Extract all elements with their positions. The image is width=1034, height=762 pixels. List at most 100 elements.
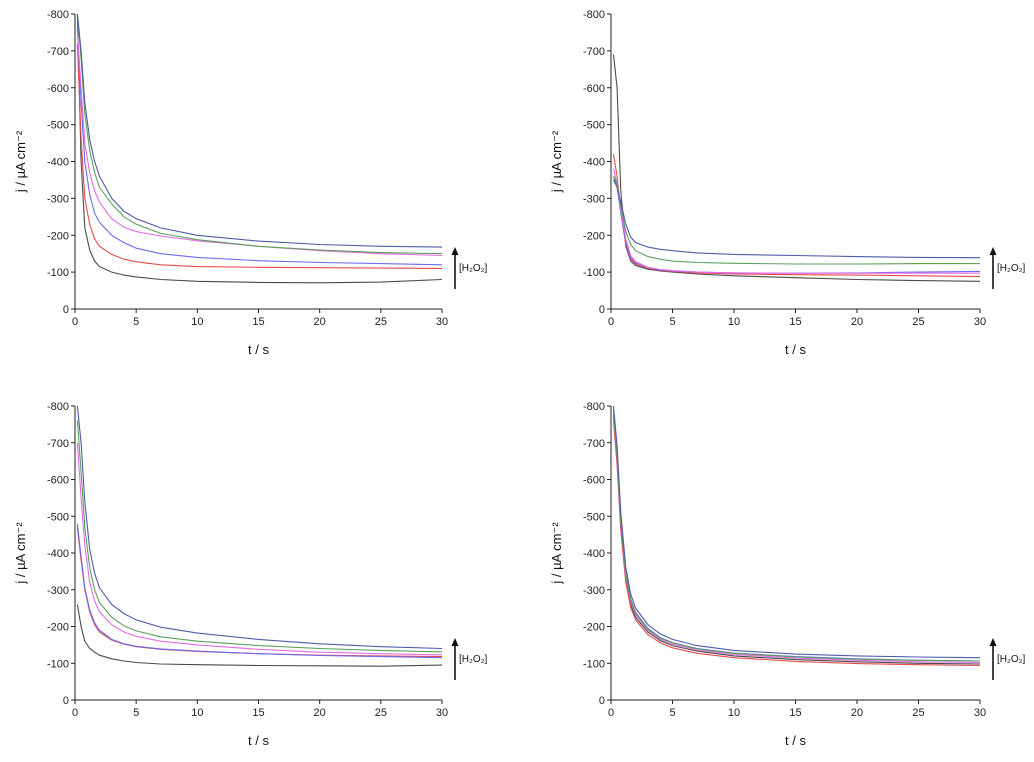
series-line-1 [76,604,443,667]
y-tick-label: -400 [583,548,605,560]
x-tick-label: 15 [252,316,264,328]
concentration-label: [H₂O₂] [459,263,488,274]
series-line-4 [76,442,443,656]
y-tick-label: 0 [63,695,69,707]
series-line-6 [613,179,981,259]
series-line-6 [76,405,443,650]
y-tick-label: -800 [47,401,69,413]
y-tick-label: -200 [583,622,605,634]
series-line-3 [612,409,981,662]
x-tick-label: 30 [974,316,986,328]
y-axis-title: j / µA cm⁻² [13,130,28,193]
y-tick-label: -600 [583,83,605,95]
x-tick-label: 0 [608,707,614,719]
x-tick-label: 10 [728,707,740,719]
chart-panel-bottom-right: 0 5 10 15 20 25 30 0 -100 -200 -300 -400 -500 -600 -70… [549,401,1026,748]
x-tick-label: 10 [191,707,203,719]
y-tick-label: -500 [47,120,69,132]
series-line-3 [76,523,443,659]
y-tick-label: -800 [47,9,69,21]
x-tick-label: 15 [252,707,264,719]
series-line-5 [76,13,443,255]
x-tick-label: 30 [974,707,986,719]
y-tick-label: 0 [599,695,605,707]
x-tick-label: 20 [851,707,863,719]
y-tick-label: -600 [583,475,605,487]
x-axis-title: t / s [248,342,269,357]
x-tick-label: 10 [728,316,740,328]
y-tick-label: -600 [47,83,69,95]
y-tick-label: -300 [47,585,69,597]
series-line-2 [612,420,981,667]
y-tick-label: -500 [47,511,69,523]
y-tick-label: -700 [47,438,69,450]
x-axis-title: t / s [248,733,269,748]
series-line-1 [612,416,981,665]
y-tick-label: -200 [47,622,69,634]
x-tick-label: 25 [912,707,924,719]
series-line-5 [613,176,980,265]
concentration-label: [H₂O₂] [459,654,488,665]
y-tick-label: 0 [63,304,69,316]
x-tick-label: 25 [912,316,924,328]
x-tick-label: 0 [608,316,614,328]
y-tick-label: -700 [583,46,605,58]
x-tick-label: 5 [133,707,139,719]
x-axis-title: t / s [785,342,806,357]
y-tick-label: -300 [47,193,69,205]
series-line-2 [612,154,981,278]
series-line-4 [612,168,980,274]
series-line-1 [612,54,981,282]
concentration-arrow-head [451,247,459,255]
y-tick-label: -600 [47,475,69,487]
y-tick-label: -500 [583,511,605,523]
series-line-6 [612,405,981,659]
series-line-1 [76,13,443,284]
y-tick-label: -100 [47,658,69,670]
chart-panel-bottom-left: 0 5 10 15 20 25 30 0 -100 -200 -300 -400 -500 -600 -70… [13,401,488,748]
chart-panel-top-right: 0 5 10 15 20 25 30 0 -100 -200 -300 -400 -500 -600 -70… [549,9,1026,357]
y-tick-label: -100 [583,267,605,279]
y-tick-label: -100 [47,267,69,279]
y-tick-label: -700 [47,46,69,58]
x-tick-label: 5 [133,316,139,328]
x-axis-title: t / s [785,733,806,748]
series-line-2 [76,527,443,658]
concentration-arrow-head [989,247,997,255]
y-tick-label: -500 [583,120,605,132]
y-axis-title: j / µA cm⁻² [13,522,28,585]
series-line-3 [612,176,981,274]
y-tick-label: -200 [47,230,69,242]
y-axis-title: j / µA cm⁻² [549,522,564,585]
x-tick-label: 20 [851,316,863,328]
x-tick-label: 25 [375,316,387,328]
y-tick-label: -300 [583,585,605,597]
y-tick-label: -200 [583,230,605,242]
x-tick-label: 0 [72,707,78,719]
series-line-4 [612,413,981,664]
series-line-2 [76,43,443,269]
y-axis-title: j / µA cm⁻² [549,130,564,193]
series-line-5 [612,413,981,662]
y-tick-label: 0 [599,304,605,316]
y-tick-label: -300 [583,193,605,205]
x-tick-label: 0 [72,316,78,328]
concentration-label: [H₂O₂] [997,263,1026,274]
y-tick-label: -400 [47,157,69,169]
x-tick-label: 10 [191,316,203,328]
concentration-arrow-head [451,638,459,646]
y-tick-label: -400 [47,548,69,560]
y-tick-label: -800 [583,401,605,413]
y-tick-label: -100 [583,658,605,670]
x-tick-label: 15 [789,316,801,328]
y-tick-label: -800 [583,9,605,21]
x-tick-label: 30 [436,316,448,328]
x-tick-label: 5 [669,316,675,328]
y-tick-label: -400 [583,157,605,169]
concentration-arrow-head [989,638,997,646]
x-tick-label: 25 [375,707,387,719]
series-line-6 [76,13,443,248]
x-tick-label: 5 [669,707,675,719]
chart-panel-top-left: 0 5 10 15 20 25 30 0 -100 -200 -300 -400 -500 -600 -70… [13,9,488,357]
